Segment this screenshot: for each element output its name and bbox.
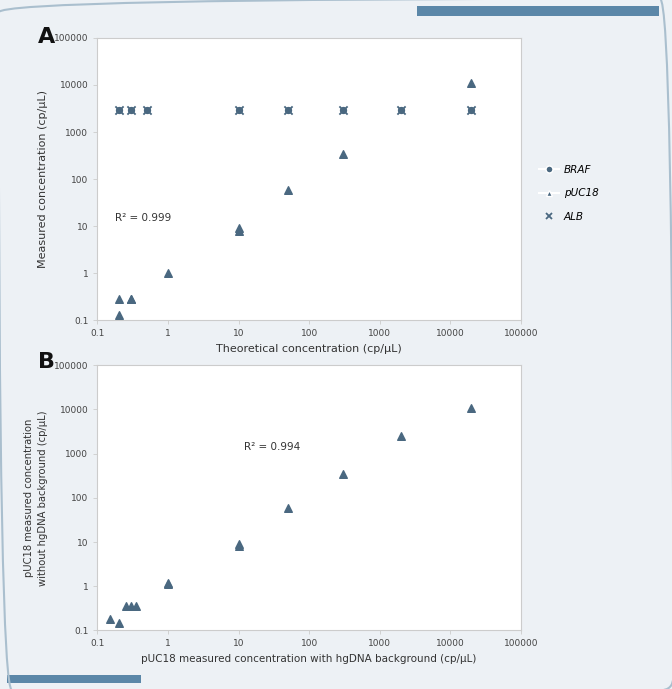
ALB — [282, 104, 293, 115]
ALB — [114, 104, 124, 115]
ALB — [126, 104, 136, 115]
BRAF — [126, 104, 136, 115]
Point — [120, 601, 131, 612]
Point — [130, 601, 141, 612]
Point — [337, 469, 348, 480]
pUC18 — [126, 294, 136, 305]
X-axis label: pUC18 measured concentration with hgDNA background (cp/μL): pUC18 measured concentration with hgDNA … — [141, 654, 477, 664]
pUC18 — [114, 294, 124, 305]
BRAF — [233, 104, 244, 115]
pUC18 — [233, 223, 244, 234]
BRAF — [141, 104, 152, 115]
Point — [466, 402, 477, 413]
BRAF — [337, 104, 348, 115]
Point — [163, 579, 173, 590]
BRAF — [396, 104, 407, 115]
pUC18 — [282, 184, 293, 195]
pUC18 — [114, 309, 124, 320]
pUC18 — [466, 78, 477, 89]
Point — [104, 614, 115, 625]
ALB — [396, 104, 407, 115]
Text: R² = 0.999: R² = 0.999 — [116, 213, 172, 223]
pUC18 — [126, 294, 136, 305]
Point — [126, 601, 136, 612]
Legend: BRAF, pUC18, ALB: BRAF, pUC18, ALB — [534, 161, 603, 226]
ALB — [337, 104, 348, 115]
ALB — [141, 104, 152, 115]
Point — [233, 541, 244, 552]
pUC18 — [233, 225, 244, 236]
Text: R² = 0.994: R² = 0.994 — [244, 442, 300, 452]
Point — [163, 577, 173, 588]
ALB — [233, 104, 244, 115]
Point — [233, 539, 244, 550]
pUC18 — [163, 268, 173, 279]
Y-axis label: Measured concentration (cp/μL): Measured concentration (cp/μL) — [38, 90, 48, 268]
Point — [396, 431, 407, 442]
X-axis label: Theoretical concentration (cp/μL): Theoretical concentration (cp/μL) — [216, 344, 402, 354]
BRAF — [466, 104, 477, 115]
ALB — [466, 104, 477, 115]
BRAF — [114, 104, 124, 115]
Text: A: A — [38, 27, 55, 47]
BRAF — [282, 104, 293, 115]
Point — [114, 617, 124, 628]
Point — [282, 502, 293, 513]
Text: B: B — [38, 352, 55, 372]
Y-axis label: pUC18 measured concentration
without hgDNA background (cp/μL): pUC18 measured concentration without hgD… — [24, 410, 48, 586]
pUC18 — [337, 148, 348, 159]
